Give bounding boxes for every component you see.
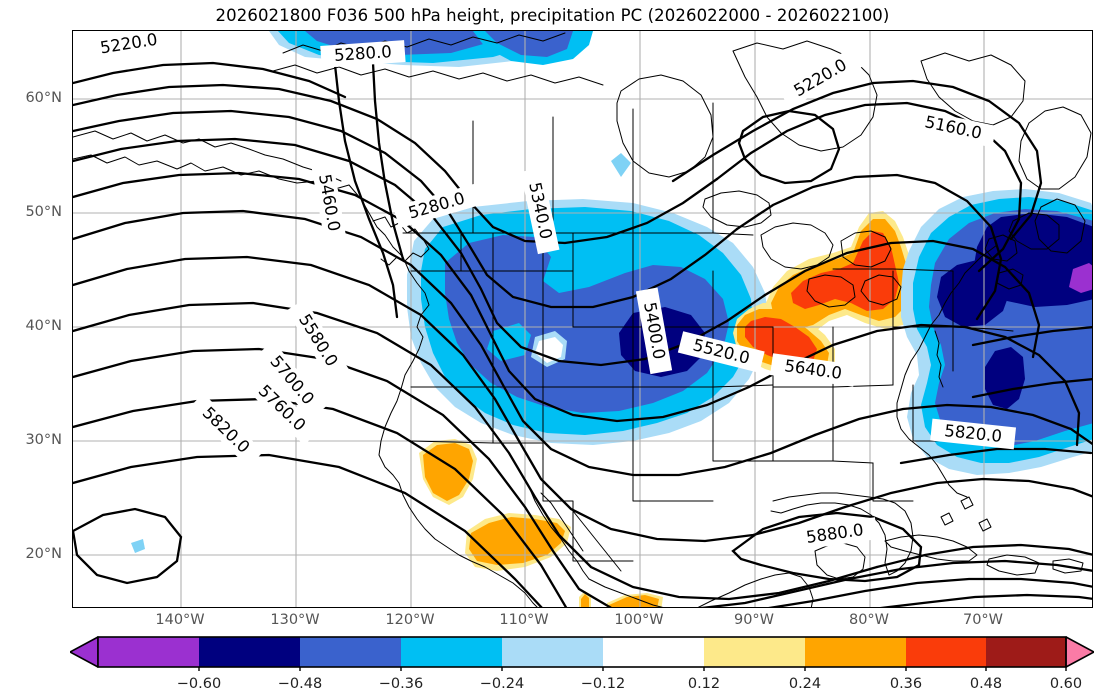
contour-label-5880: 5880.0 bbox=[805, 520, 865, 547]
cbar-tick-label-2: −0.36 bbox=[378, 676, 424, 692]
contour-5520b bbox=[813, 403, 1092, 446]
colorbar-ticks bbox=[198, 667, 1067, 671]
page-title: 2026021800 F036 500 hPa height, precipit… bbox=[215, 6, 890, 25]
contour-5460b bbox=[789, 323, 1081, 447]
lat-tick-40n: 40°N bbox=[25, 318, 62, 334]
map-canvas: 5220.0 5280.0 5220.0 5160.0 bbox=[73, 31, 1092, 607]
lon-tick-140w: 140°W bbox=[155, 612, 205, 628]
contour-5700b bbox=[700, 559, 1092, 607]
contour-5820-e2 bbox=[899, 447, 1092, 465]
shade-west-white-hole bbox=[535, 337, 563, 363]
cbar-tick-label-0: −0.60 bbox=[176, 676, 222, 692]
contour-5400b bbox=[763, 239, 1041, 359]
cbar-band-3 bbox=[401, 637, 502, 667]
contour-5760 bbox=[73, 397, 568, 607]
shade-ncan-medblue bbox=[485, 31, 573, 57]
lon-tick-80w: 80°W bbox=[848, 612, 890, 628]
contour-5820-w bbox=[73, 453, 543, 607]
cbar-band-0 bbox=[98, 637, 199, 667]
shade-midwest-red bbox=[745, 317, 817, 365]
cbar-tick-label-7: 0.36 bbox=[889, 676, 923, 692]
lon-tick-70w: 70°W bbox=[962, 612, 1004, 628]
contour-5160 bbox=[737, 109, 841, 185]
shade-lakes-red bbox=[791, 231, 899, 311]
cbar-tick-label-3: −0.24 bbox=[479, 676, 525, 692]
cbar-under-arrow bbox=[70, 636, 99, 668]
colorbar-canvas bbox=[70, 636, 1094, 671]
contour-trough-ak2 bbox=[371, 61, 405, 261]
colorbar-swatches bbox=[70, 636, 1094, 668]
cbar-band-5 bbox=[603, 637, 704, 667]
contour-5280b bbox=[715, 101, 1023, 273]
cbar-tick-label-6: 0.24 bbox=[788, 676, 822, 692]
shade-east-purple bbox=[1069, 263, 1092, 293]
contour-5820-e bbox=[880, 593, 1092, 607]
cbar-over-arrow bbox=[1066, 637, 1094, 667]
lon-tick-110w: 110°W bbox=[499, 612, 549, 628]
shade-baja4-orange bbox=[609, 595, 659, 607]
contour-5640 bbox=[73, 301, 879, 601]
cbar-tick-label-4: −0.12 bbox=[580, 676, 626, 692]
cbar-over-arrow-outline bbox=[1065, 636, 1094, 668]
cbar-tick-label-9: 0.60 bbox=[1049, 676, 1083, 692]
shade-hudson-cyan bbox=[611, 153, 631, 177]
cbar-band-9 bbox=[986, 637, 1066, 667]
cbar-band-8 bbox=[906, 637, 986, 667]
contour-5580 bbox=[73, 255, 847, 543]
cbar-tick-label-5: 0.12 bbox=[687, 676, 721, 692]
contour-extra1 bbox=[971, 326, 1092, 347]
contour-5640b bbox=[875, 543, 1092, 569]
cbar-band-4 bbox=[502, 637, 603, 667]
lat-tick-30n: 30°N bbox=[25, 432, 62, 448]
contour-5220a bbox=[73, 61, 347, 99]
contour-label-5280a: 5280.0 bbox=[333, 42, 392, 65]
lat-tick-50n: 50°N bbox=[25, 204, 62, 220]
contour-5520 bbox=[73, 209, 817, 477]
cbar-band-2 bbox=[300, 637, 401, 667]
lat-tick-20n: 20°N bbox=[25, 546, 62, 562]
shade-tiny-cyan-speck bbox=[131, 539, 145, 553]
colorbar[interactable] bbox=[70, 633, 1094, 671]
shade-east-navy-core2 bbox=[937, 259, 1011, 327]
contour-5820-loop bbox=[73, 507, 183, 585]
contour-5280 bbox=[73, 83, 719, 245]
cbar-tick-label-1: −0.48 bbox=[277, 676, 323, 692]
shade-baja2-orange bbox=[469, 517, 565, 565]
cbar-band-1 bbox=[199, 637, 300, 667]
contour-5760b bbox=[768, 577, 1092, 607]
lon-tick-120w: 120°W bbox=[385, 612, 435, 628]
contour-5700 bbox=[73, 347, 612, 607]
cbar-band-7 bbox=[805, 637, 906, 667]
contour-label-5820a: 5820.0 bbox=[199, 403, 254, 457]
lat-tick-60n: 60°N bbox=[25, 90, 62, 106]
contour-5460 bbox=[73, 171, 793, 423]
contour-5880 bbox=[731, 511, 923, 583]
cbar-tick-label-8: 0.48 bbox=[969, 676, 1003, 692]
lon-tick-100w: 100°W bbox=[614, 612, 664, 628]
lon-tick-90w: 90°W bbox=[733, 612, 775, 628]
contour-5220b bbox=[671, 79, 1043, 241]
map-axes[interactable]: 5220.0 5280.0 5220.0 5160.0 bbox=[72, 30, 1093, 608]
contour-5340b bbox=[735, 173, 1003, 321]
cbar-band-6 bbox=[704, 637, 805, 667]
contour-extra2 bbox=[971, 378, 1092, 399]
contour-5580b bbox=[843, 477, 1092, 509]
lon-tick-130w: 130°W bbox=[270, 612, 320, 628]
shade-baja3-orange bbox=[581, 594, 589, 607]
